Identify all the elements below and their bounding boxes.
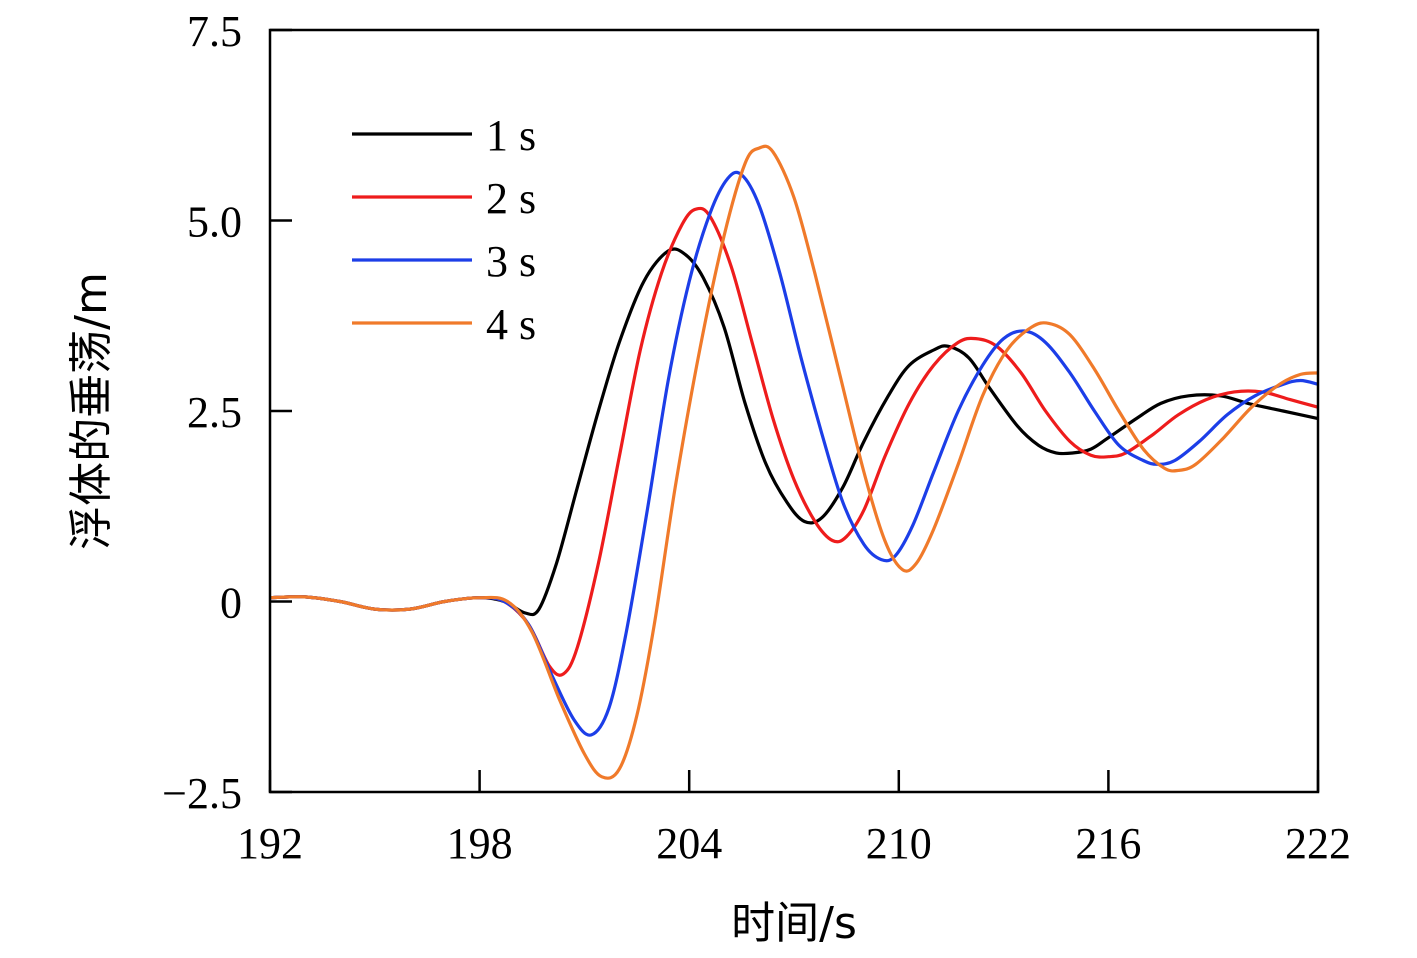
y-tick-label: −2.5 <box>162 769 242 818</box>
y-tick-label: 2.5 <box>187 388 242 437</box>
x-tick-label: 222 <box>1285 819 1351 868</box>
legend-label-4: 4 s <box>486 300 536 349</box>
y-axis-title: 浮体的垂荡/m <box>66 272 117 550</box>
tick-layer: 192 198 204 210 216 222 −2.5 0 2.5 5.0 7.5 <box>162 7 1351 868</box>
plot-frame <box>268 28 1320 794</box>
series-line-3 <box>269 170 1319 737</box>
series-line-1 <box>269 247 1319 617</box>
y-tick-label: 0 <box>220 579 242 628</box>
x-tick-label: 198 <box>447 819 513 868</box>
x-tick-label: 204 <box>656 819 722 868</box>
legend: 1 s 2 s 3 s 4 s <box>352 111 536 349</box>
x-axis-title: 时间/s <box>731 898 857 949</box>
series-line-4 <box>269 144 1319 780</box>
legend-label-1: 1 s <box>486 111 536 160</box>
series-layer <box>269 144 1319 780</box>
y-tick-label: 7.5 <box>187 7 242 56</box>
legend-label-3: 3 s <box>486 237 536 286</box>
y-tick-label: 5.0 <box>187 198 242 247</box>
legend-label-2: 2 s <box>486 174 536 223</box>
x-tick-label: 192 <box>237 819 303 868</box>
x-tick-label: 210 <box>866 819 932 868</box>
x-tick-label: 216 <box>1075 819 1141 868</box>
